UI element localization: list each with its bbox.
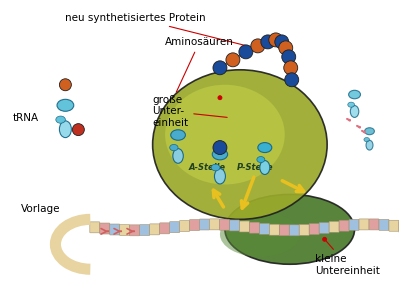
Circle shape: [279, 41, 293, 55]
FancyArrowPatch shape: [357, 126, 360, 127]
FancyBboxPatch shape: [249, 222, 259, 233]
Ellipse shape: [350, 105, 359, 117]
Circle shape: [282, 50, 296, 64]
FancyArrowPatch shape: [347, 119, 350, 120]
FancyBboxPatch shape: [269, 224, 279, 235]
FancyBboxPatch shape: [289, 225, 299, 236]
Ellipse shape: [211, 164, 220, 171]
FancyBboxPatch shape: [379, 219, 389, 230]
Ellipse shape: [364, 138, 370, 142]
FancyBboxPatch shape: [389, 220, 399, 231]
Ellipse shape: [212, 149, 228, 160]
FancyBboxPatch shape: [210, 219, 220, 230]
Circle shape: [269, 33, 283, 47]
FancyBboxPatch shape: [259, 223, 269, 234]
FancyBboxPatch shape: [130, 225, 140, 236]
FancyBboxPatch shape: [160, 223, 170, 234]
FancyArrowPatch shape: [362, 131, 365, 132]
Text: A-Stelle: A-Stelle: [188, 163, 226, 172]
FancyBboxPatch shape: [170, 222, 180, 233]
FancyBboxPatch shape: [110, 224, 120, 235]
Ellipse shape: [214, 169, 226, 184]
Ellipse shape: [171, 130, 185, 140]
FancyBboxPatch shape: [309, 224, 319, 235]
Circle shape: [284, 61, 298, 75]
Ellipse shape: [153, 70, 327, 219]
Text: P-Stelle: P-Stelle: [236, 163, 273, 172]
FancyBboxPatch shape: [349, 219, 359, 230]
Ellipse shape: [257, 157, 265, 162]
FancyBboxPatch shape: [200, 219, 210, 230]
Circle shape: [60, 79, 71, 91]
Circle shape: [261, 35, 275, 49]
FancyBboxPatch shape: [239, 221, 249, 232]
Text: Vorlage: Vorlage: [20, 204, 60, 214]
Text: Aminosäuren: Aminosäuren: [165, 37, 234, 92]
FancyBboxPatch shape: [100, 223, 110, 234]
Circle shape: [213, 141, 227, 155]
FancyBboxPatch shape: [339, 220, 349, 231]
Text: neu synthetisiertes Protein: neu synthetisiertes Protein: [65, 13, 252, 47]
Circle shape: [72, 124, 84, 136]
Ellipse shape: [60, 121, 71, 138]
Ellipse shape: [173, 149, 183, 163]
FancyBboxPatch shape: [369, 219, 379, 230]
Circle shape: [251, 39, 265, 53]
Ellipse shape: [220, 212, 300, 257]
FancyBboxPatch shape: [399, 221, 400, 232]
FancyBboxPatch shape: [299, 224, 309, 235]
FancyBboxPatch shape: [140, 224, 150, 235]
Circle shape: [213, 61, 227, 75]
Ellipse shape: [258, 143, 272, 153]
Circle shape: [239, 45, 253, 59]
FancyBboxPatch shape: [279, 225, 289, 236]
FancyBboxPatch shape: [150, 224, 160, 235]
FancyBboxPatch shape: [90, 222, 100, 233]
Text: große
Unter-
einheit: große Unter- einheit: [152, 95, 227, 128]
FancyBboxPatch shape: [230, 220, 239, 231]
Text: tRNA: tRNA: [12, 113, 39, 123]
Ellipse shape: [348, 102, 354, 107]
Ellipse shape: [260, 160, 270, 175]
Ellipse shape: [165, 85, 285, 184]
FancyBboxPatch shape: [329, 221, 339, 232]
FancyBboxPatch shape: [319, 222, 329, 233]
FancyBboxPatch shape: [190, 220, 200, 231]
Ellipse shape: [349, 90, 360, 99]
FancyBboxPatch shape: [180, 221, 190, 232]
Ellipse shape: [225, 195, 354, 264]
Circle shape: [323, 237, 327, 241]
Circle shape: [285, 73, 299, 87]
FancyBboxPatch shape: [359, 219, 369, 230]
Ellipse shape: [170, 144, 178, 151]
FancyBboxPatch shape: [120, 225, 130, 236]
Ellipse shape: [366, 140, 373, 150]
Circle shape: [275, 35, 289, 49]
Ellipse shape: [56, 116, 65, 123]
Circle shape: [218, 96, 222, 100]
Ellipse shape: [365, 128, 374, 135]
Ellipse shape: [57, 99, 74, 111]
Circle shape: [226, 53, 240, 67]
FancyBboxPatch shape: [220, 219, 230, 230]
Text: kleine
Untereinheit: kleine Untereinheit: [315, 241, 380, 276]
